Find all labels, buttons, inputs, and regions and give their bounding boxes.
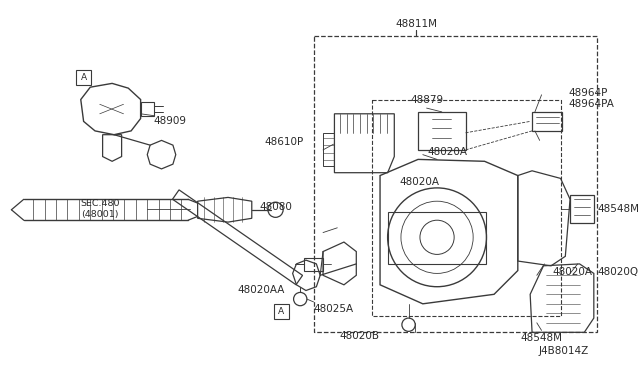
Text: 48879: 48879	[410, 96, 443, 106]
Text: 48020Q: 48020Q	[598, 266, 639, 276]
Text: SEC.480
(48001): SEC.480 (48001)	[80, 199, 120, 218]
Text: 48020B: 48020B	[339, 331, 379, 341]
Text: A: A	[81, 73, 86, 82]
Text: 48020A: 48020A	[428, 147, 468, 157]
Text: 48548M: 48548M	[520, 333, 563, 343]
Text: 48080: 48080	[259, 202, 292, 212]
Text: A: A	[278, 307, 284, 316]
Text: 48020AA: 48020AA	[237, 285, 285, 295]
Text: 48964P: 48964P	[568, 88, 607, 98]
Bar	[372, 100, 561, 316]
Bar	[274, 304, 289, 319]
Text: 48025A: 48025A	[314, 304, 354, 314]
Bar	[76, 70, 92, 85]
Bar	[314, 36, 596, 332]
Text: J4B8014Z: J4B8014Z	[539, 346, 589, 356]
Text: 48020A: 48020A	[399, 177, 439, 187]
Text: 48964PA: 48964PA	[568, 99, 614, 109]
Text: 48548M: 48548M	[598, 204, 639, 214]
Text: 48020A: 48020A	[552, 266, 592, 276]
Text: 48610P: 48610P	[265, 137, 304, 147]
Text: 48909: 48909	[154, 116, 187, 126]
Bar	[388, 212, 486, 264]
Text: 48811M: 48811M	[395, 19, 437, 29]
